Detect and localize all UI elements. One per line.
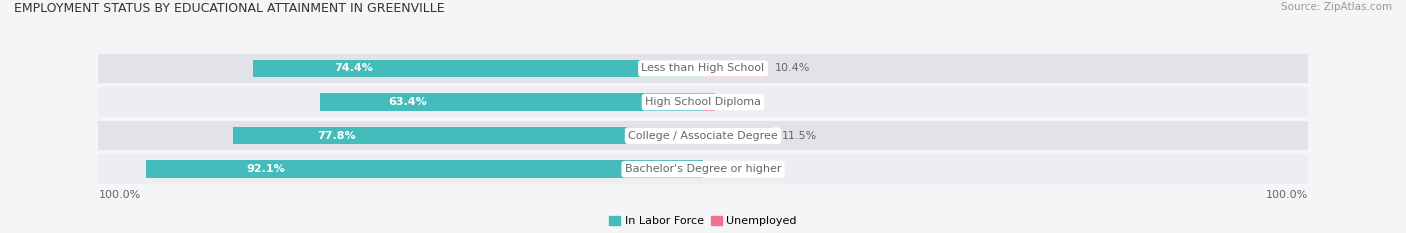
Text: Source: ZipAtlas.com: Source: ZipAtlas.com: [1281, 2, 1392, 12]
Bar: [703, 93, 716, 111]
Bar: [703, 127, 772, 144]
Text: 10.4%: 10.4%: [775, 63, 810, 73]
Text: 77.8%: 77.8%: [318, 131, 356, 141]
Legend: In Labor Force, Unemployed: In Labor Force, Unemployed: [609, 216, 797, 226]
Bar: [232, 127, 703, 144]
Text: 100.0%: 100.0%: [1265, 190, 1308, 200]
Bar: [98, 121, 1308, 151]
Text: EMPLOYMENT STATUS BY EDUCATIONAL ATTAINMENT IN GREENVILLE: EMPLOYMENT STATUS BY EDUCATIONAL ATTAINM…: [14, 2, 444, 15]
Text: 11.5%: 11.5%: [782, 131, 817, 141]
Bar: [146, 161, 703, 178]
Text: High School Diploma: High School Diploma: [645, 97, 761, 107]
Text: College / Associate Degree: College / Associate Degree: [628, 131, 778, 141]
Text: 63.4%: 63.4%: [388, 97, 427, 107]
Text: Less than High School: Less than High School: [641, 63, 765, 73]
Bar: [98, 154, 1308, 184]
Text: 74.4%: 74.4%: [335, 63, 373, 73]
Bar: [319, 93, 703, 111]
Text: Bachelor's Degree or higher: Bachelor's Degree or higher: [624, 164, 782, 174]
Text: 0.0%: 0.0%: [711, 164, 741, 174]
Text: 2.0%: 2.0%: [724, 97, 752, 107]
Text: 100.0%: 100.0%: [98, 190, 141, 200]
Bar: [703, 60, 766, 77]
Bar: [98, 87, 1308, 117]
Text: 92.1%: 92.1%: [246, 164, 285, 174]
Bar: [98, 54, 1308, 83]
Bar: [253, 60, 703, 77]
